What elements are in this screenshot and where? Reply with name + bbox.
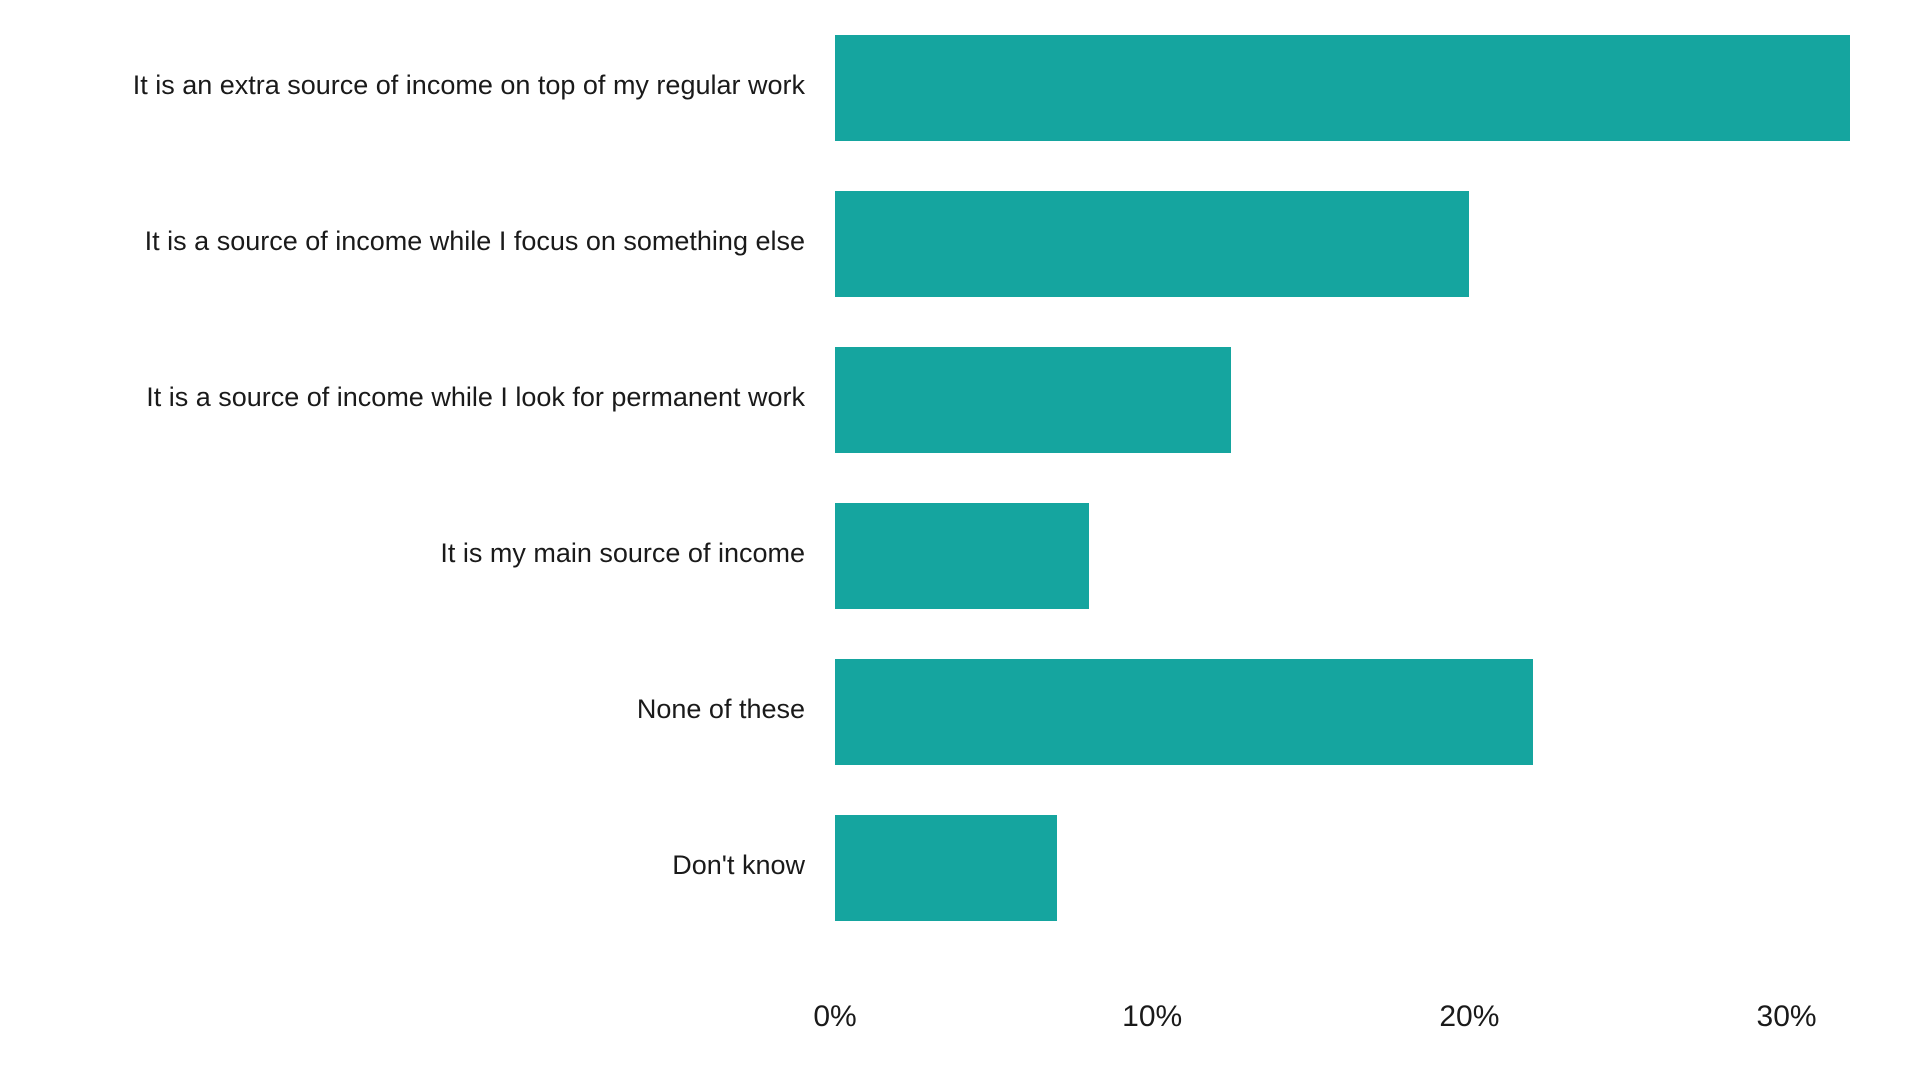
category-label: It is a source of income while I look fo… [146, 382, 805, 413]
bar [835, 191, 1469, 297]
bar [835, 815, 1057, 921]
income-source-bar-chart: It is an extra source of income on top o… [0, 0, 1920, 1080]
bar [835, 347, 1231, 453]
category-label: It is my main source of income [440, 538, 805, 569]
bar [835, 659, 1533, 765]
x-axis-tick: 0% [813, 1000, 856, 1034]
bar [835, 503, 1089, 609]
category-label: It is a source of income while I focus o… [145, 226, 805, 257]
category-label: None of these [637, 694, 805, 725]
category-label: Don't know [672, 850, 805, 881]
x-axis-tick: 20% [1439, 1000, 1499, 1034]
category-label: It is an extra source of income on top o… [133, 70, 805, 101]
bar [835, 35, 1850, 141]
x-axis-tick: 10% [1122, 1000, 1182, 1034]
x-axis-tick: 30% [1757, 1000, 1817, 1034]
